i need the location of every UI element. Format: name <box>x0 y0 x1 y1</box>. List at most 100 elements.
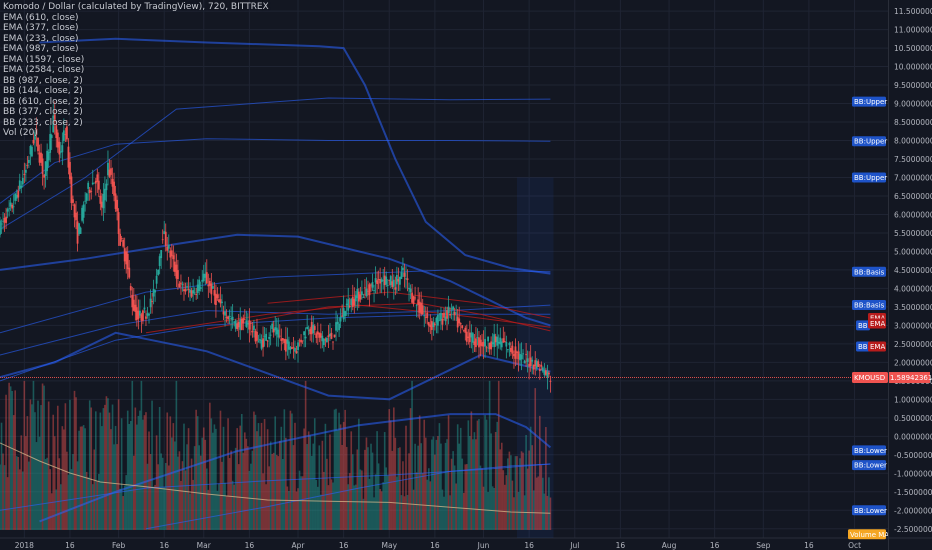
candle-body <box>187 288 190 290</box>
candle-body <box>93 182 96 184</box>
price-axis[interactable]: 11.50000000 11.00000000 10.50000000 10.0000… <box>894 7 932 534</box>
indicator-bb-610[interactable]: BB (610, close, 2) <box>3 96 83 107</box>
axis-tag-label: EMA <box>870 320 885 328</box>
indicator-bb-987[interactable]: BB (987, close, 2) <box>3 75 83 86</box>
axis-tag-bg <box>868 318 886 329</box>
candle-body <box>32 139 35 144</box>
candle-body <box>408 287 410 290</box>
candle-body <box>122 240 125 247</box>
candle-body <box>435 317 438 323</box>
candle-body <box>356 288 359 299</box>
axis-tag-bg <box>852 505 886 516</box>
candle-body <box>120 238 123 240</box>
candle-body <box>56 132 59 148</box>
candle-body <box>160 250 163 259</box>
y-tick-label: 8.50000000 <box>894 118 932 127</box>
indicator-ema-610[interactable]: EMA (610, close) <box>3 12 79 23</box>
candle-body <box>131 294 134 308</box>
candle-body <box>152 288 155 297</box>
indicator-ema-1597[interactable]: EMA (1597, close) <box>3 54 85 65</box>
candle-body <box>196 284 199 293</box>
candle-body <box>348 305 351 308</box>
x-tick-label: May <box>382 541 398 550</box>
axis-tag-label: BB:Lower <box>854 447 887 455</box>
candle-body <box>493 334 496 348</box>
y-tick-label: -1.50000000 <box>894 488 932 497</box>
indicator-bb-233[interactable]: BB (233, close, 2) <box>3 117 83 128</box>
candle-body <box>461 325 464 328</box>
candle-body <box>546 371 549 378</box>
candle-body <box>382 280 385 282</box>
y-tick-label: 9.00000000 <box>894 100 932 109</box>
candle-body <box>506 349 509 351</box>
candle-body <box>429 324 432 328</box>
candle-body <box>341 315 344 317</box>
axis-tag-label: BB:Lower <box>854 462 887 470</box>
price-axis-separator <box>888 0 889 550</box>
chart-title: Komodo / Dollar (calculated by TradingVi… <box>3 2 269 12</box>
candle-body <box>246 323 249 325</box>
candle-body <box>272 328 275 333</box>
candle-body <box>312 324 315 334</box>
candle-body <box>394 287 397 290</box>
candle-body <box>208 281 211 286</box>
y-tick-label: 11.50000000 <box>894 7 932 16</box>
x-tick-label: Jul <box>569 541 579 550</box>
candle-body <box>441 318 444 325</box>
bb-line <box>0 269 551 334</box>
candle-body <box>423 315 426 317</box>
candle-body <box>237 322 240 328</box>
ema-line <box>267 291 551 319</box>
indicator-bb-144[interactable]: BB (144, close, 2) <box>3 86 83 96</box>
candle-body <box>336 321 339 325</box>
candle-body <box>327 335 330 337</box>
candle-body <box>479 339 482 346</box>
indicator-ema-233[interactable]: EMA (233, close) <box>3 33 79 44</box>
candle-body <box>456 316 459 328</box>
candle-body <box>164 231 167 246</box>
candle-body <box>523 360 526 364</box>
indicator-volume[interactable]: Vol (20) <box>3 128 38 138</box>
y-tick-label: 11.00000000 <box>894 26 932 35</box>
symbol-tag: KMOUSD <box>854 374 885 382</box>
candle-body <box>494 336 497 343</box>
time-axis[interactable]: 2018 16 Feb 16 Mar 16 Apr 16 May 16 Jun 16 Jul 16 Aug 1… <box>15 541 861 550</box>
axis-tag-label: BB:Lower <box>854 507 887 515</box>
candle-body <box>132 299 135 311</box>
candle-body <box>275 327 278 335</box>
candle-body <box>309 328 312 335</box>
candle-body <box>183 289 185 292</box>
indicator-ema-2584[interactable]: EMA (2584, close) <box>3 65 85 75</box>
candle-body <box>41 158 44 175</box>
candle-body <box>148 313 150 316</box>
indicator-ema-987[interactable]: EMA (987, close) <box>3 44 79 54</box>
price-tag-bg <box>888 372 930 384</box>
axis-tag-label: BB:Basis <box>854 302 885 310</box>
candle-body <box>485 347 488 349</box>
candle-body <box>371 282 374 288</box>
x-tick-label: Oct <box>848 541 861 550</box>
candle-body <box>385 276 388 285</box>
candle-body <box>318 332 321 338</box>
candle-body <box>453 311 456 316</box>
candle-body <box>303 331 306 336</box>
indicator-ema-377[interactable]: EMA (377, close) <box>3 23 79 33</box>
candle-body <box>438 320 441 322</box>
candle-body <box>211 286 214 289</box>
indicator-bb-377[interactable]: BB (377, close, 2) <box>3 107 83 117</box>
x-tick-label: 16 <box>245 541 255 550</box>
candle-body <box>284 339 287 352</box>
candle-body <box>107 162 109 176</box>
candle-body <box>399 276 401 285</box>
candle-body <box>522 353 524 355</box>
candle-body <box>23 173 26 175</box>
y-tick-label: 0.50000000 <box>894 414 932 423</box>
candle-body <box>79 227 82 234</box>
candle-body <box>322 338 325 346</box>
candle-body <box>519 353 521 361</box>
candle-body <box>234 320 237 329</box>
bb-line <box>39 37 551 275</box>
candle-body <box>373 290 375 292</box>
